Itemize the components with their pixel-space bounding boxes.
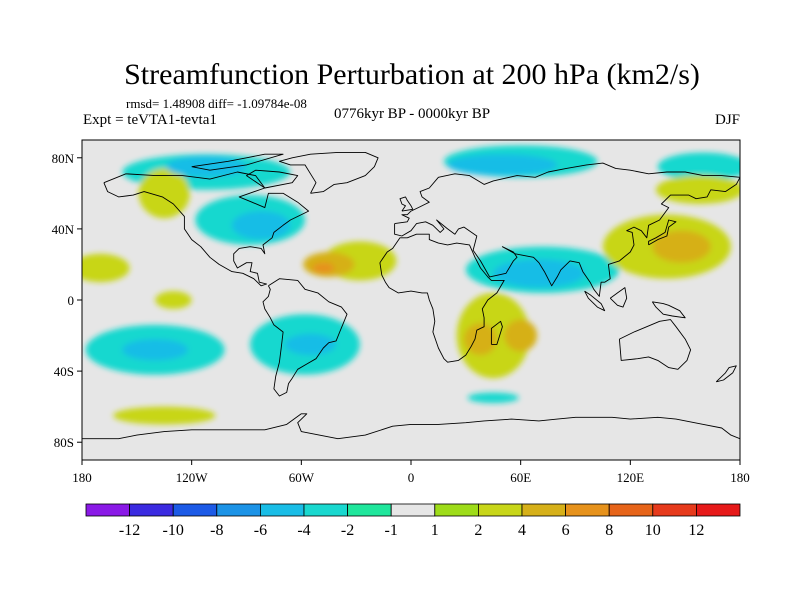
colorbar-label-13: 12 [688, 522, 704, 539]
y-tick-label-4: 80S [54, 435, 74, 450]
colorbar-swatch-12 [608, 503, 654, 517]
anomaly-region-17 [312, 262, 335, 274]
colorbar-swatch-13 [652, 503, 697, 517]
colorbar-swatch-6 [347, 503, 392, 517]
anomaly-region-4 [493, 259, 585, 288]
x-axis: 180 120W 60W 0 60E 120E 180 [72, 460, 750, 485]
anomaly-region-2 [447, 154, 558, 176]
colorbar: -12 -10 -8 -6 -4 -2 -1 1 2 4 6 8 10 12 [85, 503, 741, 539]
season-label: DJF [715, 112, 740, 128]
antarctica-coast [82, 413, 740, 440]
period-label: 0776kyr BP - 0000kyr BP [334, 106, 490, 122]
anomaly-region-19 [464, 323, 497, 356]
x-tick-label-4: 60E [510, 470, 531, 485]
colorbar-label-3: -6 [254, 522, 267, 539]
colorbar-swatch-1 [129, 503, 174, 517]
colorbar-swatch-7 [390, 503, 436, 517]
australia-coast [618, 319, 692, 370]
anomaly-region-23 [655, 175, 740, 204]
anomaly-region-6 [231, 211, 291, 240]
britain-coast [399, 196, 414, 212]
y-tick-label-0: 80N [52, 151, 75, 166]
colorbar-label-7: 1 [431, 522, 439, 539]
colorbar-label-4: -4 [297, 522, 310, 539]
colorbar-label-12: 10 [645, 522, 661, 539]
colorbar-label-11: 8 [605, 522, 613, 539]
stats-line: rmsd= 1.48908 diff= -1.09784e-08 [126, 96, 307, 111]
colorbar-swatch-8 [434, 503, 479, 517]
y-tick-label-1: 40N [52, 222, 75, 237]
anomaly-region-12 [284, 333, 337, 356]
colorbar-label-9: 4 [518, 522, 526, 539]
africa-coast [379, 233, 505, 363]
plot-background [82, 140, 740, 460]
experiment-label: Expt = teVTA1-tevta1 [83, 112, 217, 128]
greenland-coast [278, 151, 379, 194]
y-tick-label-3: 40S [54, 364, 74, 379]
south-america-coast [262, 278, 348, 397]
y-axis: 80N 40N 0 40S 80S [52, 151, 82, 450]
anomaly-region-27 [113, 406, 216, 425]
x-tick-label-1: 120W [176, 470, 209, 485]
colorbar-swatch-10 [521, 503, 566, 517]
anomaly-region-14 [467, 392, 519, 404]
japan-coast [648, 219, 677, 246]
new-guinea-coast [651, 301, 686, 319]
x-tick-label-0: 180 [72, 470, 92, 485]
colorbar-label-0: -12 [119, 522, 140, 539]
north-america-coast [103, 171, 310, 287]
colorbar-swatch-2 [172, 503, 218, 517]
colorbar-swatch-0 [85, 503, 130, 517]
anomaly-region-26 [138, 168, 190, 219]
plot-area: 180 120W 60W 0 60E 120E 180 80N 40N 0 40S 80S [52, 139, 750, 485]
colorbar-swatch-9 [477, 503, 523, 517]
baffin-coast [246, 169, 299, 189]
anomaly-region-24 [82, 253, 130, 283]
colorbar-label-8: 2 [474, 522, 482, 539]
colorbar-swatch-11 [565, 503, 610, 517]
x-tick-label-6: 180 [730, 470, 750, 485]
colorbar-label-1: -10 [163, 522, 184, 539]
anomaly-region-10 [122, 339, 189, 361]
colorbar-swatch-14 [696, 503, 741, 517]
madagascar-coast [490, 320, 503, 345]
x-tick-label-2: 60W [289, 470, 315, 485]
anomaly-region-22 [652, 230, 711, 263]
anomaly-region-25 [155, 291, 192, 309]
x-tick-label-5: 120E [617, 470, 645, 485]
colorbar-label-6: -1 [385, 522, 398, 539]
contour-fill-layer [82, 145, 740, 425]
coastline-layer [82, 151, 740, 440]
borneo-coast [609, 287, 628, 308]
y-tick-label-2: 0 [68, 293, 75, 308]
eurasia-coast [394, 162, 740, 297]
colorbar-label-5: -2 [341, 522, 354, 539]
colorbar-swatch-4 [259, 503, 305, 517]
colorbar-label-2: -8 [210, 522, 223, 539]
colorbar-swatch-5 [303, 503, 348, 517]
colorbar-label-10: 6 [562, 522, 570, 539]
chart-title: Streamfunction Perturbation at 200 hPa (… [124, 58, 700, 91]
x-tick-label-3: 0 [408, 470, 415, 485]
anomaly-region-13 [657, 152, 740, 181]
colorbar-swatch-3 [216, 503, 261, 517]
sumatra-coast [584, 290, 606, 312]
anomaly-region-20 [504, 319, 538, 352]
arctic-islands-coast [191, 153, 284, 171]
new-zealand-coast [715, 365, 737, 383]
